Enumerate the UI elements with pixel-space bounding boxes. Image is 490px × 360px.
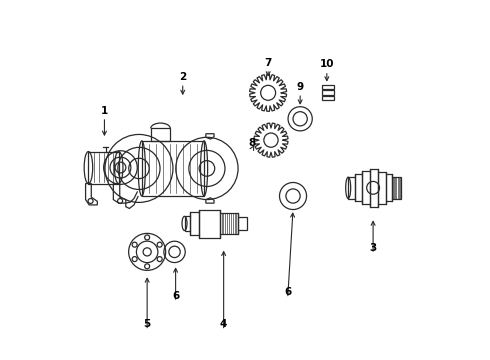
Bar bbox=[392, 177, 401, 198]
Text: 6: 6 bbox=[172, 291, 179, 301]
Bar bbox=[238, 217, 247, 230]
Bar bbox=[185, 216, 190, 230]
Bar bbox=[386, 174, 392, 201]
Text: 5: 5 bbox=[144, 319, 151, 329]
Text: 10: 10 bbox=[319, 59, 334, 69]
Bar bbox=[142, 141, 204, 196]
Bar bbox=[321, 85, 334, 89]
Bar bbox=[378, 172, 386, 204]
Bar bbox=[190, 212, 199, 235]
Bar bbox=[321, 90, 334, 95]
Bar bbox=[199, 210, 220, 238]
Text: 9: 9 bbox=[296, 82, 304, 92]
Text: 6: 6 bbox=[284, 287, 292, 297]
Bar bbox=[88, 152, 119, 184]
Text: 2: 2 bbox=[179, 72, 186, 82]
Bar bbox=[348, 177, 355, 198]
Text: 3: 3 bbox=[369, 243, 377, 253]
Text: 8: 8 bbox=[248, 138, 256, 148]
Text: 7: 7 bbox=[265, 58, 272, 68]
Bar bbox=[369, 169, 378, 207]
Bar bbox=[321, 96, 334, 100]
Text: 1: 1 bbox=[101, 105, 108, 116]
Bar bbox=[355, 174, 362, 201]
Text: 4: 4 bbox=[220, 319, 227, 329]
Bar bbox=[362, 171, 369, 204]
Bar bbox=[220, 213, 238, 234]
